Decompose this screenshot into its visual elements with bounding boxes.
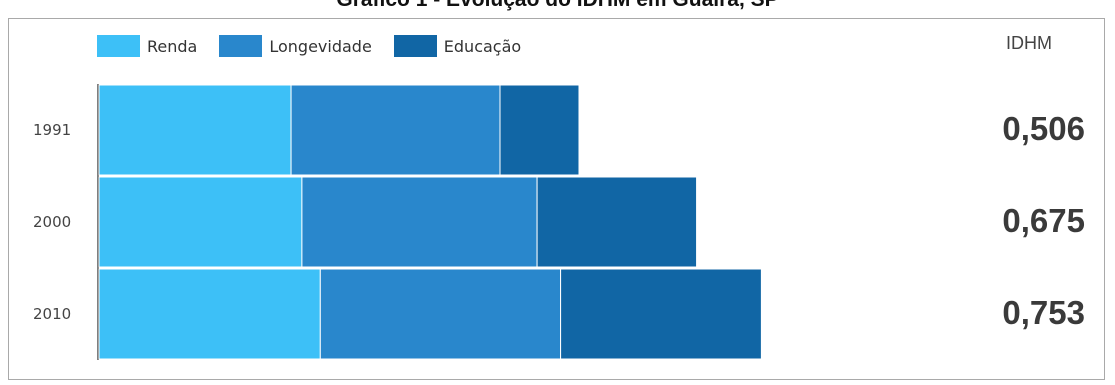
bar-educacao-2010: [560, 268, 762, 360]
bar-renda-2010: [98, 268, 321, 360]
bar-educacao-2000: [536, 176, 698, 268]
bar-renda-2000: [98, 176, 303, 268]
bar-educacao-1991: [499, 84, 580, 176]
bar-renda-1991: [98, 84, 292, 176]
idhm-value-1991: 0,506: [1002, 110, 1085, 147]
legend-label-renda: Renda: [147, 36, 198, 56]
bar-longevidade-1991: [290, 84, 501, 176]
legend-item-renda: Renda: [97, 35, 197, 57]
legend-label-longevidade: Longevidade: [269, 36, 372, 56]
legend-item-educacao: Educação: [393, 35, 522, 57]
chart-frame: [8, 18, 1105, 380]
category-label-2000: 2000: [33, 213, 71, 231]
legend-swatch-educacao: [393, 35, 437, 57]
category-label-2010: 2010: [33, 305, 71, 323]
chart-title: Gráfico 1 - Evolução do IDHM em Guaíra, …: [0, 0, 1115, 12]
legend: Renda Longevidade Educação: [97, 35, 543, 57]
legend-swatch-longevidade: [219, 35, 263, 57]
bar-longevidade-2000: [301, 176, 538, 268]
idhm-value-2000: 0,675: [1002, 202, 1085, 239]
category-label-1991: 1991: [33, 121, 71, 139]
bar-longevidade-2010: [319, 268, 562, 360]
legend-swatch-renda: [97, 35, 140, 57]
legend-item-longevidade: Longevidade: [219, 35, 372, 57]
idhm-value-2010: 0,753: [1002, 294, 1085, 331]
legend-label-educacao: Educação: [443, 36, 522, 56]
idhm-column-header: IDHM: [1006, 33, 1052, 53]
